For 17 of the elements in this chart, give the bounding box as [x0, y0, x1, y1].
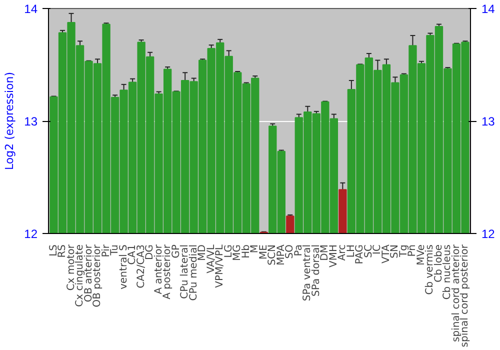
x-tick-label: spinal cord posterior [460, 244, 471, 348]
x-tick-label: Tg [398, 244, 410, 258]
x-tick-label: Pa [293, 244, 304, 256]
y2-tick-label: 14 [482, 2, 496, 16]
y2-tick-label: 13 [482, 114, 496, 128]
x-tick-label: DG [144, 244, 156, 260]
x-tick-label: Cb lobe [433, 244, 444, 282]
x-tick-label: OB posterior [92, 244, 104, 308]
y2-tick-label: 12 [482, 227, 496, 241]
x-tick-label: MVe [416, 244, 427, 266]
y-tick-label: 12 [24, 227, 38, 241]
x-tick-label: RS [57, 244, 68, 258]
x-tick-label: A posterior [162, 244, 174, 300]
y-axis-title: Log2 (expression) [3, 72, 16, 170]
y-tick-label: 13 [24, 114, 38, 128]
y-tick-label: 14 [24, 2, 38, 16]
x-tick-label: GP [170, 244, 182, 258]
